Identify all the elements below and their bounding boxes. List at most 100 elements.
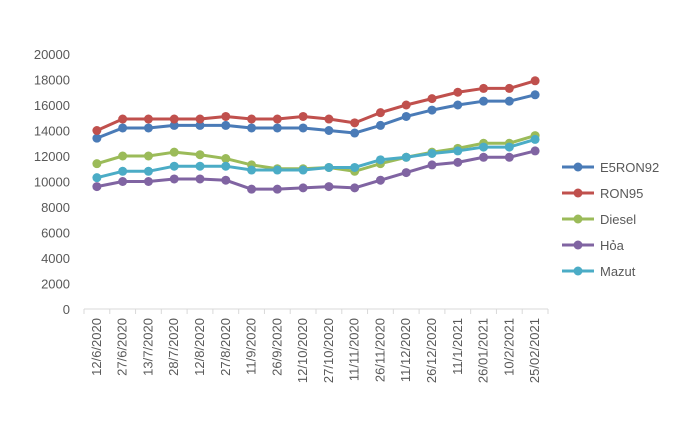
- series-line: [95, 134, 537, 173]
- data-point: [453, 146, 463, 156]
- x-tick-label: 25/02/2021: [527, 318, 542, 383]
- x-tick-label: 26/11/2020: [372, 318, 387, 382]
- data-point: [143, 114, 153, 124]
- data-point: [324, 162, 334, 172]
- data-point: [92, 133, 102, 143]
- data-point: [427, 94, 437, 104]
- data-point: [143, 166, 153, 176]
- x-tick-label: 26/9/2020: [269, 318, 284, 376]
- legend-item: Diesel: [562, 212, 636, 227]
- x-tick-label: 12/10/2020: [295, 318, 310, 383]
- data-point: [350, 162, 360, 172]
- data-point: [453, 157, 463, 167]
- y-tick-label: 8000: [41, 200, 70, 215]
- series-group: [92, 134, 540, 183]
- data-point: [479, 83, 489, 93]
- data-point: [195, 120, 205, 130]
- data-point: [504, 152, 514, 162]
- data-point: [479, 142, 489, 152]
- data-point: [118, 114, 128, 124]
- data-point: [247, 184, 257, 194]
- data-point: [195, 161, 205, 171]
- y-tick-label: 2000: [41, 277, 70, 292]
- x-tick-label: 11/9/2020: [244, 318, 259, 375]
- data-point: [247, 114, 257, 124]
- data-point: [504, 83, 514, 93]
- data-point: [350, 118, 360, 128]
- legend: E5RON92 RON95 Diesel Hỏa Mazut: [562, 160, 659, 279]
- data-point: [92, 159, 102, 169]
- data-point: [427, 160, 437, 170]
- legend-item: E5RON92: [562, 160, 659, 175]
- data-point: [375, 155, 385, 165]
- data-point: [169, 147, 179, 157]
- data-point: [272, 114, 282, 124]
- data-point: [324, 114, 334, 124]
- data-point: [221, 120, 231, 130]
- data-point: [272, 184, 282, 194]
- x-tick-label: 12/8/2020: [192, 318, 207, 376]
- legend-item: Mazut: [562, 264, 636, 279]
- legend-label: Diesel: [600, 212, 636, 227]
- data-point: [272, 165, 282, 175]
- y-tick-label: 10000: [34, 175, 70, 190]
- legend-marker: [573, 214, 583, 224]
- data-point: [143, 123, 153, 133]
- x-tick-label: 10/2/2021: [501, 318, 516, 376]
- data-point: [350, 128, 360, 138]
- data-point: [169, 161, 179, 171]
- data-point: [118, 123, 128, 133]
- series-group: [92, 76, 540, 135]
- y-tick-label: 14000: [34, 124, 70, 139]
- data-point: [324, 126, 334, 135]
- data-point: [530, 134, 540, 144]
- y-tick-label: 20000: [34, 47, 70, 62]
- legend-label: E5RON92: [600, 160, 659, 175]
- legend-marker: [573, 162, 583, 172]
- y-tick-label: 12000: [34, 149, 70, 164]
- data-point: [195, 174, 205, 184]
- data-point: [401, 111, 411, 121]
- legend-marker: [573, 240, 583, 250]
- data-point: [375, 175, 385, 185]
- data-point: [118, 166, 128, 176]
- legend-marker: [573, 266, 583, 276]
- data-point: [92, 182, 102, 192]
- data-point: [195, 150, 205, 160]
- data-point: [169, 114, 179, 124]
- data-point: [530, 146, 540, 156]
- x-tick-label: 27/10/2020: [321, 318, 336, 383]
- data-point: [298, 123, 308, 133]
- data-point: [195, 114, 205, 124]
- x-tick-label: 27/8/2020: [218, 318, 233, 376]
- x-axis: 12/6/2020 27/6/2020 13/7/2020 28/7/2020 12/8…: [83, 308, 549, 383]
- data-point: [298, 111, 308, 121]
- data-point: [221, 154, 231, 164]
- y-tick-label: 6000: [41, 226, 70, 241]
- data-point: [92, 173, 102, 183]
- data-point: [118, 151, 128, 161]
- data-point: [298, 183, 308, 193]
- legend-label: Hỏa: [600, 238, 625, 253]
- x-tick-label: 26/01/2021: [476, 318, 491, 383]
- x-tick-label: 27/6/2020: [115, 318, 130, 376]
- data-point: [221, 111, 231, 121]
- x-tick-label: 13/7/2020: [140, 318, 155, 376]
- data-point: [401, 100, 411, 110]
- x-tick-label: 12/6/2020: [89, 318, 104, 376]
- series-group: [92, 146, 540, 194]
- data-point: [143, 151, 153, 161]
- data-point: [401, 152, 411, 162]
- data-point: [247, 165, 257, 175]
- data-point: [453, 87, 463, 97]
- data-point: [427, 105, 437, 115]
- data-point: [169, 174, 179, 184]
- legend-label: RON95: [600, 186, 643, 201]
- data-point: [530, 76, 540, 86]
- legend-item: Hỏa: [562, 238, 625, 253]
- y-axis: 0 2000 4000 6000 8000 10000 12000 14000 16000 180…: [34, 47, 70, 317]
- x-tick-label: 11/12/2020: [398, 318, 413, 382]
- data-point: [504, 96, 514, 106]
- data-point: [350, 183, 360, 193]
